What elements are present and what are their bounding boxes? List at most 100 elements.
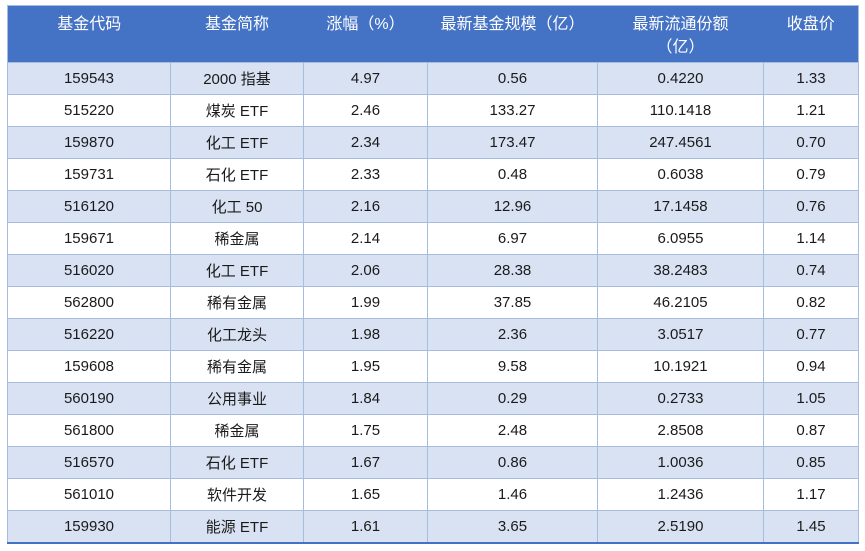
cell: 516020 [7,254,171,287]
table-row: 159870 化工 ETF 2.34 173.47 247.4561 0.70 [7,126,859,159]
cell: 1.05 [763,382,859,415]
cell: 2.34 [303,126,428,159]
header-row: 基金代码 基金简称 涨幅（%） 最新基金规模（亿） 最新流通份额 （亿） 收盘价 [7,5,859,63]
cell: 10.1921 [597,350,764,383]
cell: 6.0955 [597,222,764,255]
column-header-5: 收盘价 [763,5,859,63]
table-row: 516570 石化 ETF 1.67 0.86 1.0036 0.85 [7,446,859,479]
cell: 软件开发 [170,478,304,511]
cell: 1.61 [303,510,428,543]
cell: 516120 [7,190,171,223]
fund-table: 基金代码 基金简称 涨幅（%） 最新基金规模（亿） 最新流通份额 （亿） 收盘价 1595… [7,5,859,544]
cell: 化工 ETF [170,126,304,159]
cell: 12.96 [427,190,598,223]
table-row: 562800 稀有金属 1.99 37.85 46.2105 0.82 [7,286,859,319]
cell: 0.77 [763,318,859,351]
cell: 稀有金属 [170,350,304,383]
cell: 稀有金属 [170,286,304,319]
cell: 1.95 [303,350,428,383]
cell: 1.46 [427,478,598,511]
cell: 516220 [7,318,171,351]
cell: 0.2733 [597,382,764,415]
cell: 561010 [7,478,171,511]
cell: 2.36 [427,318,598,351]
cell: 1.17 [763,478,859,511]
cell: 2.33 [303,158,428,191]
cell: 159870 [7,126,171,159]
cell: 0.87 [763,414,859,447]
cell: 1.45 [763,510,859,543]
cell: 2.5190 [597,510,764,543]
cell: 4.97 [303,62,428,95]
cell: 0.56 [427,62,598,95]
table-row: 159543 2000 指基 4.97 0.56 0.4220 1.33 [7,62,859,95]
cell: 37.85 [427,286,598,319]
cell: 煤炭 ETF [170,94,304,127]
cell: 0.48 [427,158,598,191]
cell: 110.1418 [597,94,764,127]
cell: 0.82 [763,286,859,319]
cell: 6.97 [427,222,598,255]
cell: 17.1458 [597,190,764,223]
table-row: 515220 煤炭 ETF 2.46 133.27 110.1418 1.21 [7,94,859,127]
cell: 0.6038 [597,158,764,191]
cell: 0.86 [427,446,598,479]
cell: 159608 [7,350,171,383]
cell: 稀金属 [170,414,304,447]
table-row: 561010 软件开发 1.65 1.46 1.2436 1.17 [7,478,859,511]
table-header: 基金代码 基金简称 涨幅（%） 最新基金规模（亿） 最新流通份额 （亿） 收盘价 [7,5,859,63]
cell: 247.4561 [597,126,764,159]
cell: 化工龙头 [170,318,304,351]
table-body: 159543 2000 指基 4.97 0.56 0.4220 1.33 515220 煤炭 … [7,62,859,543]
cell: 2.8508 [597,414,764,447]
cell: 2.16 [303,190,428,223]
table-row: 159608 稀有金属 1.95 9.58 10.1921 0.94 [7,350,859,383]
cell: 2.48 [427,414,598,447]
column-header-0: 基金代码 [7,5,171,63]
cell: 516570 [7,446,171,479]
cell: 能源 ETF [170,510,304,543]
cell: 159930 [7,510,171,543]
cell: 1.75 [303,414,428,447]
table-row: 560190 公用事业 1.84 0.29 0.2733 1.05 [7,382,859,415]
cell: 560190 [7,382,171,415]
cell: 173.47 [427,126,598,159]
cell: 1.67 [303,446,428,479]
cell: 1.0036 [597,446,764,479]
cell: 0.94 [763,350,859,383]
cell: 0.74 [763,254,859,287]
cell: 561800 [7,414,171,447]
column-header-3: 最新基金规模（亿） [427,5,598,63]
column-header-1: 基金简称 [170,5,304,63]
cell: 1.21 [763,94,859,127]
table-row: 159671 稀金属 2.14 6.97 6.0955 1.14 [7,222,859,255]
cell: 38.2483 [597,254,764,287]
cell: 1.98 [303,318,428,351]
cell: 0.29 [427,382,598,415]
cell: 2000 指基 [170,62,304,95]
cell: 石化 ETF [170,446,304,479]
cell: 1.84 [303,382,428,415]
cell: 159671 [7,222,171,255]
cell: 159543 [7,62,171,95]
cell: 稀金属 [170,222,304,255]
table-row: 516020 化工 ETF 2.06 28.38 38.2483 0.74 [7,254,859,287]
cell: 46.2105 [597,286,764,319]
cell: 2.46 [303,94,428,127]
cell: 2.06 [303,254,428,287]
table-row: 516220 化工龙头 1.98 2.36 3.0517 0.77 [7,318,859,351]
fund-table-container: 基金代码 基金简称 涨幅（%） 最新基金规模（亿） 最新流通份额 （亿） 收盘价 1595… [7,5,859,544]
table-row: 159930 能源 ETF 1.61 3.65 2.5190 1.45 [7,510,859,543]
cell: 0.85 [763,446,859,479]
cell: 石化 ETF [170,158,304,191]
cell: 公用事业 [170,382,304,415]
cell: 1.33 [763,62,859,95]
cell: 159731 [7,158,171,191]
cell: 0.79 [763,158,859,191]
cell: 1.14 [763,222,859,255]
cell: 0.76 [763,190,859,223]
cell: 化工 50 [170,190,304,223]
cell: 1.99 [303,286,428,319]
cell: 0.70 [763,126,859,159]
column-header-4: 最新流通份额 （亿） [597,5,764,63]
